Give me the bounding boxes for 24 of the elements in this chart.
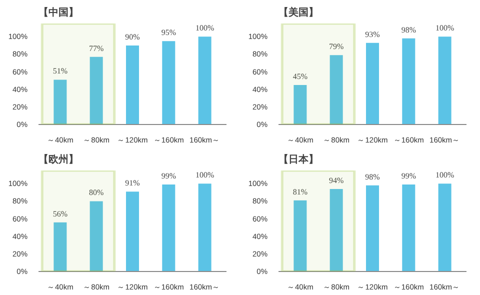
data-label: 56% bbox=[52, 209, 68, 218]
data-label: 100% bbox=[435, 24, 454, 33]
data-label: 100% bbox=[195, 24, 214, 33]
chart-title: 【美国】 bbox=[278, 6, 318, 18]
data-label: 94% bbox=[329, 176, 344, 185]
data-label: 99% bbox=[161, 172, 176, 181]
data-label: 91% bbox=[125, 178, 140, 188]
data-label: 100% bbox=[195, 170, 214, 180]
data-label: 93% bbox=[365, 30, 380, 39]
data-label: 95% bbox=[161, 28, 176, 38]
data-label: 77% bbox=[89, 44, 104, 53]
data-label: 45% bbox=[292, 72, 308, 81]
data-label: 98% bbox=[365, 172, 380, 182]
data-label: 100% bbox=[435, 170, 454, 180]
data-label: 90% bbox=[125, 32, 140, 42]
data-label: 99% bbox=[401, 172, 416, 181]
data-label: 81% bbox=[292, 187, 308, 196]
chart-title: 【中国】 bbox=[38, 6, 78, 18]
data-label: 80% bbox=[89, 188, 104, 198]
data-label: 98% bbox=[401, 25, 416, 34]
data-label: 79% bbox=[329, 42, 344, 52]
data-label: 51% bbox=[52, 66, 68, 76]
chart-title: 【日本】 bbox=[278, 154, 318, 166]
chart-title: 【欧州】 bbox=[38, 154, 78, 166]
